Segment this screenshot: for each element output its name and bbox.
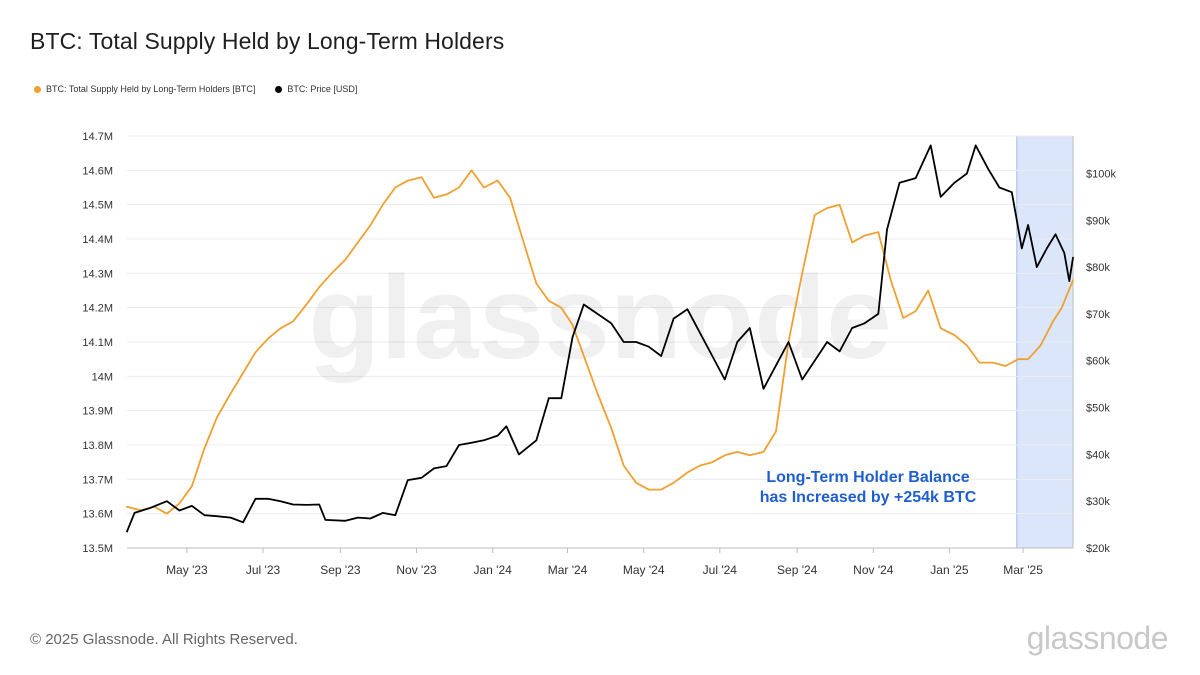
x-tick-label: Sep '23 (320, 563, 361, 577)
axes: 13.5M 13.6M 13.7M 13.8M 13.9M 14M 14.1M 14.2M 14… (82, 131, 1116, 577)
x-tick-label: Sep '24 (777, 563, 818, 577)
x-tick-label: Jan '25 (930, 563, 969, 577)
y-left-tick-label: 14.2M (82, 303, 113, 315)
annotation-group: Long-Term Holder Balance has Increased b… (760, 469, 977, 506)
y-right-tick-label: $40k (1086, 449, 1110, 461)
y-right-tick-label: $20k (1086, 543, 1110, 555)
y-left-tick-label: 13.9M (82, 406, 113, 418)
legend-dot-lth-supply (34, 85, 41, 93)
y-left-tick-label: 14.7M (82, 131, 113, 143)
x-tick-label: Mar '25 (1003, 563, 1043, 577)
copyright-text: © 2025 Glassnode. All Rights Reserved. (30, 631, 298, 648)
y-left-tick-label: 14.1M (82, 337, 113, 349)
annotation-line-2: has Increased by +254k BTC (760, 489, 977, 506)
y-right-tick-label: $90k (1086, 215, 1110, 227)
y-left-tick-label: 13.5M (82, 543, 113, 555)
grid-lines (127, 135, 1073, 549)
series-line-lth-supply[interactable] (126, 169, 1074, 515)
x-tick-label: Jul '23 (246, 563, 281, 577)
y-left-tick-label: 14.5M (82, 200, 113, 212)
x-tick-label: Nov '23 (396, 563, 437, 577)
y-right-tick-label: $80k (1086, 262, 1110, 274)
legend-item-price[interactable]: BTC: Price [USD] (275, 84, 357, 94)
y-right-tick-label: $50k (1086, 403, 1110, 415)
y-left-tick-label: 14.4M (82, 234, 113, 246)
brand-logo: glassnode (1026, 620, 1169, 656)
legend-item-lth-supply[interactable]: BTC: Total Supply Held by Long-Term Hold… (34, 84, 255, 94)
series-group (126, 144, 1074, 533)
x-tick-label: Nov '24 (853, 563, 894, 577)
y-left-tick-label: 14.3M (82, 268, 113, 280)
y-left-tick-label: 14M (92, 371, 113, 383)
legend-label-price: BTC: Price [USD] (287, 84, 358, 94)
x-tick-label: Mar '24 (548, 563, 588, 577)
y-right-tick-label: $100k (1086, 168, 1116, 180)
x-tick-label: May '24 (623, 563, 665, 577)
legend-dot-price (275, 85, 283, 93)
y-left-tick-label: 13.7M (82, 474, 113, 486)
annotation-line-1: Long-Term Holder Balance (766, 469, 969, 486)
chart-title: BTC: Total Supply Held by Long-Term Hold… (30, 28, 505, 54)
legend: BTC: Total Supply Held by Long-Term Hold… (34, 84, 357, 94)
x-tick-label: May '23 (166, 563, 208, 577)
legend-label-lth-supply: BTC: Total Supply Held by Long-Term Hold… (46, 84, 256, 94)
x-tick-label: Jan '24 (474, 563, 513, 577)
y-right-tick-label: $30k (1086, 496, 1110, 508)
x-tick-label: Jul '24 (703, 563, 738, 577)
series-line-price[interactable] (126, 144, 1074, 533)
y-left-tick-label: 13.6M (82, 509, 113, 521)
y-left-tick-label: 14.6M (82, 165, 113, 177)
y-left-tick-label: 13.8M (82, 440, 113, 452)
chart-watermark: glassnode (308, 252, 892, 384)
y-right-tick-label: $60k (1086, 356, 1110, 368)
y-right-tick-label: $70k (1086, 309, 1110, 321)
